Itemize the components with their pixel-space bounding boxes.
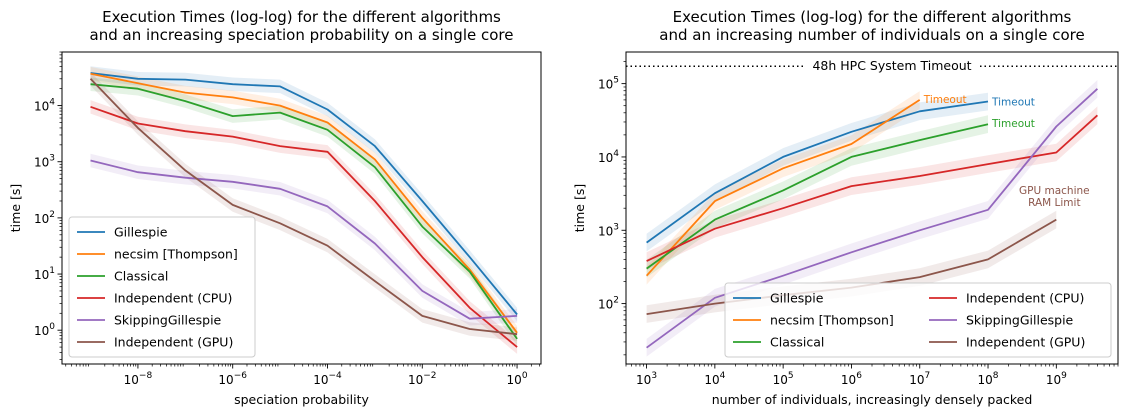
legend-entry: Gillespie	[770, 291, 824, 306]
legend-entry: Gillespie	[114, 225, 168, 240]
annotation-1: Timeout	[923, 94, 967, 106]
x-axis-label: speciation probability	[234, 392, 369, 407]
series-band-2	[646, 91, 920, 285]
chart-title: Execution Times (log-log) for the differ…	[659, 8, 1084, 44]
legend-entry: Independent (GPU)	[114, 335, 233, 350]
x-tick-label: 107	[909, 371, 930, 387]
x-tick-label: 106	[841, 371, 862, 387]
x-tick-label: 10−6	[218, 371, 247, 387]
chart-1: Execution Times (log-log) for the differ…	[8, 8, 542, 407]
y-tick-label: 103	[34, 154, 55, 170]
legend-entry: necsim [Thompson]	[114, 247, 238, 262]
series-band-4	[90, 100, 518, 354]
series-line-2	[90, 72, 518, 334]
series-line-6	[89, 78, 518, 336]
y-axis-label: time [s]	[572, 184, 587, 232]
axes-frame	[61, 51, 542, 365]
series-line-1	[646, 100, 989, 244]
series-band-1	[646, 92, 988, 252]
series-line-3	[646, 123, 989, 270]
series-line-3	[90, 83, 518, 340]
reference-line-label: 48h HPC System Timeout	[812, 58, 971, 73]
chart-2: Execution Times (log-log) for the differ…	[572, 8, 1119, 407]
y-tick-label: 101	[34, 266, 55, 282]
annotation-3: Timeout	[991, 118, 1035, 130]
x-tick-label: 105	[773, 371, 794, 387]
y-tick-label: 105	[598, 76, 619, 92]
annotation-2: Timeout	[991, 97, 1035, 109]
x-tick-label: 103	[636, 371, 657, 387]
legend-entry: SkippingGillespie	[114, 313, 222, 328]
series-line-4	[90, 105, 518, 348]
series-line-2	[645, 99, 921, 277]
x-tick-label: 10−4	[313, 371, 342, 387]
legend-entry: Independent (CPU)	[966, 291, 1084, 306]
y-tick-label: 100	[34, 322, 55, 338]
legend: Gillespie necsim [Thompson] Classical Indep…	[724, 282, 1112, 358]
y-tick-label: 102	[34, 210, 55, 226]
y-tick-label: 102	[598, 296, 619, 312]
x-tick-label: 10−2	[408, 371, 437, 387]
series-line-1	[90, 72, 518, 316]
legend-entry: Classical	[114, 269, 168, 284]
legend-entry: Independent (CPU)	[114, 291, 232, 306]
chart-title: Execution Times (log-log) for the differ…	[90, 8, 514, 44]
y-tick-label: 104	[34, 98, 55, 114]
series-line-5	[90, 159, 518, 320]
legend-entry: Classical	[770, 335, 824, 350]
series-band-4	[646, 106, 1098, 270]
y-tick-label: 103	[598, 222, 619, 238]
legend-box	[68, 216, 256, 358]
x-tick-label: 109	[1046, 371, 1067, 387]
x-tick-label: 10−8	[124, 371, 153, 387]
x-tick-label: 100	[507, 371, 528, 387]
legend-box	[724, 282, 1112, 358]
x-tick-label: 108	[978, 371, 999, 387]
legend-entry: Independent (GPU)	[966, 335, 1085, 350]
legend-entry: necsim [Thompson]	[770, 313, 894, 328]
series-line-4	[646, 114, 1099, 262]
x-tick-label: 104	[704, 371, 725, 387]
annotation-4: GPU machine RAM Limit	[1019, 185, 1090, 209]
x-axis-label: number of individuals, increasingly dens…	[712, 392, 1033, 407]
y-axis-label: time [s]	[8, 184, 23, 232]
series-band-5	[90, 153, 518, 326]
y-tick-label: 104	[598, 149, 619, 165]
legend: Gillespie necsim [Thompson] Classical Indep…	[68, 216, 256, 358]
plot-area	[89, 66, 518, 354]
legend-entry: SkippingGillespie	[966, 313, 1074, 328]
